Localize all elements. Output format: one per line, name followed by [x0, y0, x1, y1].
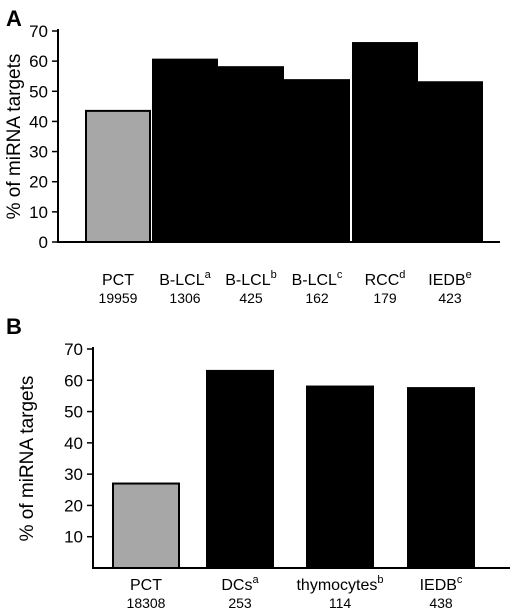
x-category-label: PCT — [102, 272, 134, 289]
y-tick-label: 30 — [29, 143, 48, 162]
x-category-label: DCsa — [221, 574, 259, 594]
y-tick-label: 50 — [64, 403, 83, 422]
y-tick-label: 20 — [29, 173, 48, 192]
x-category-count: 18308 — [127, 595, 166, 611]
x-category-label: IEDBe — [428, 269, 471, 289]
y-axis-title: % of miRNA targets — [4, 54, 25, 220]
y-tick-label: 40 — [64, 434, 83, 453]
x-category-label: B-LCLc — [292, 269, 343, 289]
x-category-label: B-LCLa — [159, 269, 211, 289]
bar — [112, 482, 180, 569]
x-category-label: IEDBc — [420, 574, 463, 594]
x-category-count: 423 — [438, 290, 462, 306]
y-tick-label: 70 — [64, 340, 83, 359]
x-category-count: 1306 — [169, 290, 200, 306]
bar — [407, 387, 475, 569]
bar — [206, 369, 274, 569]
y-tick-label: 60 — [29, 52, 48, 71]
panel-label: A — [6, 6, 22, 31]
bar — [417, 81, 483, 243]
x-category-count: 438 — [429, 595, 453, 611]
x-category-count: 19959 — [99, 290, 138, 306]
panel-b: B % of miRNA targets 10 20 30 40 50 60 70 PCT1830… — [6, 314, 510, 611]
x-category-count: 114 — [329, 595, 352, 611]
y-axis-title: % of miRNA targets — [17, 376, 38, 542]
bar — [218, 66, 284, 243]
y-tick-label: 50 — [29, 82, 48, 101]
bar — [352, 42, 418, 243]
y-tick-label: 10 — [64, 528, 83, 547]
bar — [284, 79, 350, 243]
panel-a: A % of miRNA targets 0 10 20 30 40 50 60 70 PCT199… — [4, 6, 500, 306]
y-tick-label: 30 — [64, 465, 83, 484]
bar — [306, 385, 374, 569]
panel-label: B — [6, 314, 22, 339]
x-category-count: 253 — [228, 595, 252, 611]
bar — [85, 109, 151, 243]
y-tick-label: 70 — [29, 22, 48, 41]
y-tick-label: 40 — [29, 112, 48, 131]
x-category-label: PCT — [130, 577, 162, 594]
y-tick-label: 60 — [64, 371, 83, 390]
x-category-count: 179 — [373, 290, 397, 306]
x-category-count: 425 — [239, 290, 263, 306]
x-category-label: B-LCLb — [225, 269, 276, 289]
x-category-label: thymocytesb — [296, 574, 383, 594]
bar — [152, 58, 218, 244]
x-category-count: 162 — [305, 290, 329, 306]
y-tick-label: 20 — [64, 496, 83, 515]
x-category-label: RCCd — [365, 269, 406, 289]
y-tick-label: 10 — [29, 203, 48, 222]
y-tick-label: 0 — [39, 233, 48, 252]
